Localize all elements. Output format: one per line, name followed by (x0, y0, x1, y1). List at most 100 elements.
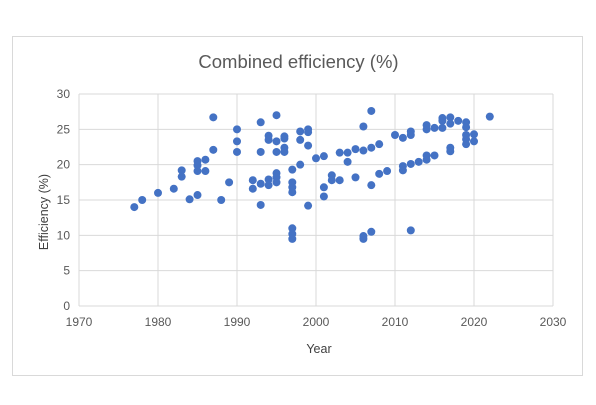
data-point (288, 229, 297, 238)
data-point (256, 200, 265, 209)
data-point (248, 176, 257, 185)
data-point (327, 171, 336, 180)
data-point (414, 157, 423, 166)
data-point (359, 146, 368, 155)
data-point (225, 178, 234, 187)
data-point (430, 151, 439, 160)
data-point (375, 140, 384, 149)
data-point (248, 184, 257, 193)
data-point (438, 123, 447, 132)
data-point (398, 133, 407, 142)
data-point (462, 118, 471, 127)
data-point (177, 166, 186, 175)
data-point (288, 224, 297, 233)
data-point (130, 203, 139, 212)
chart-title: Combined efficiency (%) (198, 51, 398, 72)
data-point (343, 148, 352, 157)
x-tick-label: 1980 (145, 315, 172, 329)
data-point (154, 188, 162, 197)
y-tick-label: 30 (57, 87, 71, 101)
x-tick-label: 2020 (461, 315, 488, 329)
data-point (272, 147, 281, 156)
data-point (209, 145, 218, 154)
data-point (312, 154, 320, 163)
data-point (296, 160, 305, 169)
data-point (319, 152, 328, 161)
data-point (391, 130, 399, 139)
data-point (304, 141, 313, 150)
data-point (446, 113, 455, 122)
data-point (485, 112, 494, 121)
data-point (446, 143, 455, 152)
y-tick-label: 20 (57, 158, 71, 172)
data-point (383, 167, 392, 176)
data-point (359, 122, 368, 131)
data-point (185, 195, 194, 204)
data-point (280, 143, 289, 152)
tick-labels: 0 5 10 15 20 25 30 1970 1980 1990 2000 2010 2020 2030 (57, 87, 567, 329)
data-point (462, 130, 471, 139)
data-point (319, 192, 328, 201)
y-tick-label: 5 (63, 264, 70, 278)
y-tick-label: 0 (63, 299, 70, 313)
data-point (209, 113, 218, 122)
data-point (398, 162, 407, 171)
data-point (296, 127, 305, 136)
x-tick-label: 1970 (66, 315, 93, 329)
y-tick-label: 25 (57, 122, 71, 136)
data-point (256, 118, 265, 127)
data-point (335, 176, 344, 185)
y-tick-label: 15 (57, 193, 71, 207)
data-point (422, 121, 431, 130)
data-point (201, 155, 210, 164)
data-point (304, 125, 313, 134)
data-point (406, 159, 415, 168)
data-point (264, 175, 273, 184)
scatter-chart: Combined efficiency (%) 0 5 10 15 20 25 30 1970… (37, 51, 567, 356)
x-tick-label: 2030 (540, 315, 567, 329)
data-point (264, 131, 273, 140)
data-point (446, 119, 455, 128)
data-point (367, 227, 376, 236)
data-point (470, 137, 478, 146)
data-point (233, 137, 241, 146)
data-points (130, 106, 494, 243)
data-point (438, 114, 447, 123)
data-point (288, 178, 297, 187)
x-tick-label: 2010 (382, 315, 409, 329)
data-point (256, 179, 265, 188)
x-tick-label: 1990 (224, 315, 251, 329)
data-point (304, 201, 313, 210)
data-point (272, 169, 281, 178)
data-point (343, 157, 352, 166)
data-point (367, 106, 376, 115)
data-point (272, 137, 281, 146)
data-point (217, 196, 226, 204)
x-axis-title: Year (306, 342, 331, 356)
data-point (233, 125, 241, 134)
data-point (169, 184, 178, 193)
data-point (264, 181, 273, 190)
data-point (296, 135, 305, 144)
data-point (138, 196, 147, 204)
data-point (367, 181, 376, 190)
data-point (359, 232, 368, 241)
data-point (406, 226, 415, 235)
gridlines (78, 93, 554, 307)
data-point (430, 123, 439, 132)
y-tick-label: 10 (57, 228, 71, 242)
data-point (470, 130, 478, 139)
data-point (177, 172, 186, 181)
data-point (367, 143, 376, 152)
data-point (375, 169, 384, 178)
x-tick-label: 2000 (303, 315, 330, 329)
data-point (422, 151, 431, 160)
data-point (193, 157, 202, 166)
chart-area: Combined efficiency (%) 0 5 10 15 20 25 30 1970… (12, 36, 583, 376)
data-point (335, 148, 344, 157)
data-point (454, 116, 463, 125)
data-point (319, 183, 328, 192)
data-point (280, 132, 289, 141)
data-point (272, 111, 281, 120)
data-point (193, 167, 202, 176)
